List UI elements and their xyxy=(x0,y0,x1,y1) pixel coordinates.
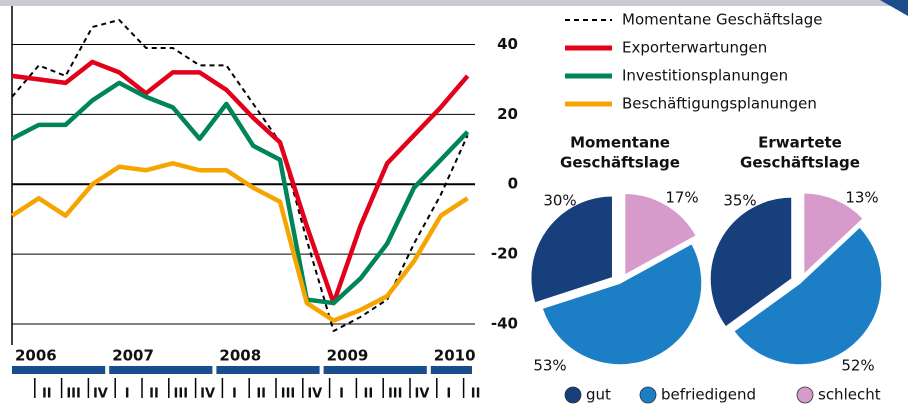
year-label: 2010 xyxy=(434,347,476,365)
y-tick-label: 0 xyxy=(508,175,518,193)
year-bar xyxy=(430,366,472,374)
legend-label: Exporterwartungen xyxy=(622,39,767,57)
pie-value-label: 30% xyxy=(543,192,576,210)
legend-label: Beschäftigungsplanungen xyxy=(622,95,817,113)
x-tick-label: I xyxy=(446,387,451,402)
x-tick-label: III xyxy=(281,387,296,402)
legend-label: Investitionsplanungen xyxy=(622,67,788,85)
x-tick-label: II xyxy=(364,387,374,402)
year-label: 2009 xyxy=(327,347,369,365)
y-tick-label: 20 xyxy=(497,105,518,123)
pie-title: Momentane xyxy=(570,134,670,152)
year-bar xyxy=(216,366,320,374)
pie-value-label: 35% xyxy=(723,192,756,210)
pie-title: Erwartete xyxy=(758,134,842,152)
series-line xyxy=(11,59,470,306)
pie-value-label: 53% xyxy=(533,357,566,375)
year-label: 2006 xyxy=(15,347,57,365)
x-tick-label: II xyxy=(42,387,52,402)
x-tick-label: III xyxy=(66,387,81,402)
legend-swatch xyxy=(564,386,582,404)
x-tick-label: II xyxy=(149,387,159,402)
pie-slice xyxy=(802,191,865,277)
x-tick-label: IV xyxy=(415,387,430,402)
x-tick-label: III xyxy=(174,387,189,402)
legend-swatch xyxy=(796,386,814,404)
header-strip xyxy=(0,0,908,6)
y-tick-label: -40 xyxy=(491,315,518,333)
x-tick-label: I xyxy=(125,387,130,402)
y-tick-label: 40 xyxy=(497,35,518,53)
legend-label: schlecht xyxy=(818,386,881,404)
pie-slice xyxy=(709,196,793,329)
year-label: 2007 xyxy=(112,347,154,365)
x-tick-label: II xyxy=(256,387,266,402)
legend-label: befriedigend xyxy=(661,386,756,404)
year-bar xyxy=(323,366,427,374)
pie-value-label: 13% xyxy=(845,189,878,207)
series-line xyxy=(10,80,470,306)
series-line xyxy=(11,18,469,333)
series-line xyxy=(10,161,469,323)
pie-slice xyxy=(541,242,703,366)
corner-tab xyxy=(880,0,908,16)
pie-slice xyxy=(732,225,883,366)
pie-slice xyxy=(623,192,698,277)
year-bar xyxy=(109,366,213,374)
legend-swatch xyxy=(639,386,657,404)
x-tick-label: III xyxy=(388,387,403,402)
legend-label: Momentane Geschäftslage xyxy=(622,11,822,29)
pie-title: Geschäftslage xyxy=(740,154,860,172)
x-tick-label: I xyxy=(339,387,344,402)
x-tick-label: II xyxy=(471,387,481,402)
pie-title: Geschäftslage xyxy=(560,154,680,172)
y-tick-label: -20 xyxy=(491,245,518,263)
x-tick-label: IV xyxy=(93,387,108,402)
pie-slice xyxy=(530,194,614,304)
legend-label: gut xyxy=(586,386,611,404)
pie-value-label: 17% xyxy=(665,189,698,207)
year-label: 2008 xyxy=(219,347,261,365)
x-tick-label: I xyxy=(232,387,237,402)
x-tick-label: IV xyxy=(200,387,215,402)
year-bar xyxy=(12,366,106,374)
pie-value-label: 52% xyxy=(841,357,874,375)
x-tick-label: IV xyxy=(307,387,322,402)
